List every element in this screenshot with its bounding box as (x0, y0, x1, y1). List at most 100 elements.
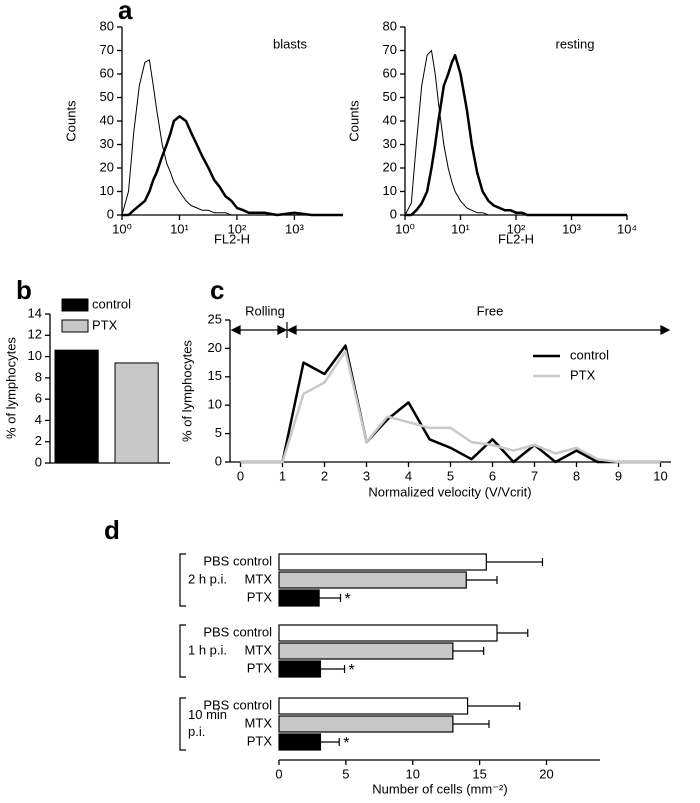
x-tick-label: 0 (275, 766, 282, 781)
bar (114, 362, 159, 464)
group-label: p.i. (188, 724, 205, 739)
arrows (230, 322, 671, 338)
annotation: Free (477, 303, 504, 318)
bar (278, 715, 454, 733)
error-bar (320, 665, 346, 673)
x-tick-label: 9 (615, 468, 622, 483)
y-axis-label: Counts (346, 100, 361, 142)
y-tick-label: 50 (383, 89, 397, 104)
y-tick-label: 15 (208, 368, 222, 383)
significance: * (345, 591, 351, 608)
y-tick-label: 10 (208, 397, 222, 412)
category-label: MTX (245, 715, 273, 730)
category-label: PTX (247, 660, 273, 675)
data-line (122, 115, 343, 217)
y-tick-label: 10 (383, 183, 397, 198)
category-label: PTX (247, 589, 273, 604)
bar (278, 553, 487, 571)
x-tick-label: 10 (406, 766, 420, 781)
panel-letter: c (210, 275, 224, 305)
x-axis-label: Number of cells (mm⁻²) (372, 781, 507, 796)
x-tick-label: 3 (363, 468, 370, 483)
data-line (240, 344, 661, 464)
bar (278, 589, 320, 607)
y-tick-label: 0 (215, 453, 222, 468)
legend-label: PTX (92, 317, 118, 332)
x-tick-label: 4 (405, 468, 412, 483)
x-tick-label: 8 (573, 468, 580, 483)
error-bar (452, 720, 490, 728)
x-tick-label: 10⁰ (112, 221, 132, 236)
y-tick-label: 70 (383, 42, 397, 57)
x-tick-label: 10² (228, 221, 247, 236)
group-label: 10 min (188, 707, 227, 722)
bar (278, 642, 454, 660)
x-tick-label: 2 (321, 468, 328, 483)
panel-letter: b (16, 275, 32, 305)
x-tick-label: 10³ (285, 221, 304, 236)
bar (278, 697, 469, 715)
error-bar (466, 576, 498, 584)
x-tick-label: 10 (653, 468, 667, 483)
y-tick-label: 0 (107, 206, 114, 221)
bar (278, 624, 498, 642)
y-tick-label: 12 (28, 327, 42, 342)
bar (278, 660, 322, 678)
error-bar (319, 594, 342, 602)
category-label: MTX (245, 571, 273, 586)
significance: * (343, 735, 349, 752)
y-tick-label: 20 (383, 159, 397, 174)
x-tick-label: 1 (279, 468, 286, 483)
y-tick-label: 8 (35, 369, 42, 384)
bar (54, 349, 99, 464)
chart-title: resting (555, 36, 594, 51)
y-tick-label: 40 (100, 112, 114, 127)
chart-title: blasts (273, 36, 307, 51)
x-tick-label: 20 (539, 766, 553, 781)
category-label: PTX (247, 733, 273, 748)
error-bar (497, 629, 529, 637)
error-bar (452, 647, 485, 655)
data-line (240, 349, 661, 464)
y-tick-label: 5 (215, 425, 222, 440)
y-tick-label: 50 (100, 89, 114, 104)
y-tick-label: 6 (35, 391, 42, 406)
data-line (121, 59, 343, 216)
y-tick-label: 20 (100, 159, 114, 174)
y-tick-label: 25 (208, 311, 222, 326)
y-axis-label: % of lymphocytes (3, 337, 18, 439)
legend-label: control (92, 296, 131, 311)
y-tick-label: 0 (35, 454, 42, 469)
legend-label: control (570, 347, 609, 362)
y-tick-label: 30 (100, 136, 114, 151)
y-tick-label: 80 (383, 18, 397, 33)
error-bar (320, 738, 340, 746)
x-tick-label: 10¹ (170, 221, 189, 236)
x-tick-label: 6 (489, 468, 496, 483)
rolling-arrow-heads (230, 325, 288, 335)
panel-letter: a (118, 0, 133, 25)
x-tick-label: 5 (342, 766, 349, 781)
y-axis-label: % of lymphocytes (179, 340, 194, 442)
x-tick-label: 0 (237, 468, 244, 483)
legend-swatch (61, 298, 89, 312)
bar (278, 571, 467, 589)
group-label: 1 h p.i. (188, 642, 227, 657)
x-tick-label: 10¹ (451, 221, 470, 236)
y-tick-label: 40 (383, 112, 397, 127)
x-tick-label: 10⁰ (395, 221, 415, 236)
group-bracket (179, 624, 186, 678)
data-line (405, 53, 627, 217)
annotation: Rolling (245, 303, 285, 318)
category-label: PBS control (203, 697, 272, 712)
x-tick-label: 15 (472, 766, 486, 781)
y-tick-label: 60 (383, 65, 397, 80)
y-tick-label: 70 (100, 42, 114, 57)
x-tick-label: 10⁴ (617, 221, 637, 236)
x-axis-label: Normalized velocity (V/Vcrit) (368, 484, 531, 499)
y-tick-label: 10 (100, 183, 114, 198)
free-arrow-heads (286, 325, 671, 335)
y-tick-label: 0 (390, 206, 397, 221)
group-bracket (179, 697, 186, 751)
